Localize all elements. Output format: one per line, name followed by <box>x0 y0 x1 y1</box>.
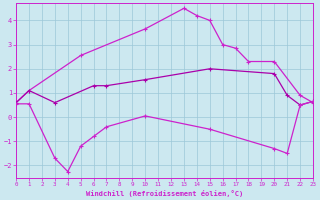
X-axis label: Windchill (Refroidissement éolien,°C): Windchill (Refroidissement éolien,°C) <box>86 190 243 197</box>
